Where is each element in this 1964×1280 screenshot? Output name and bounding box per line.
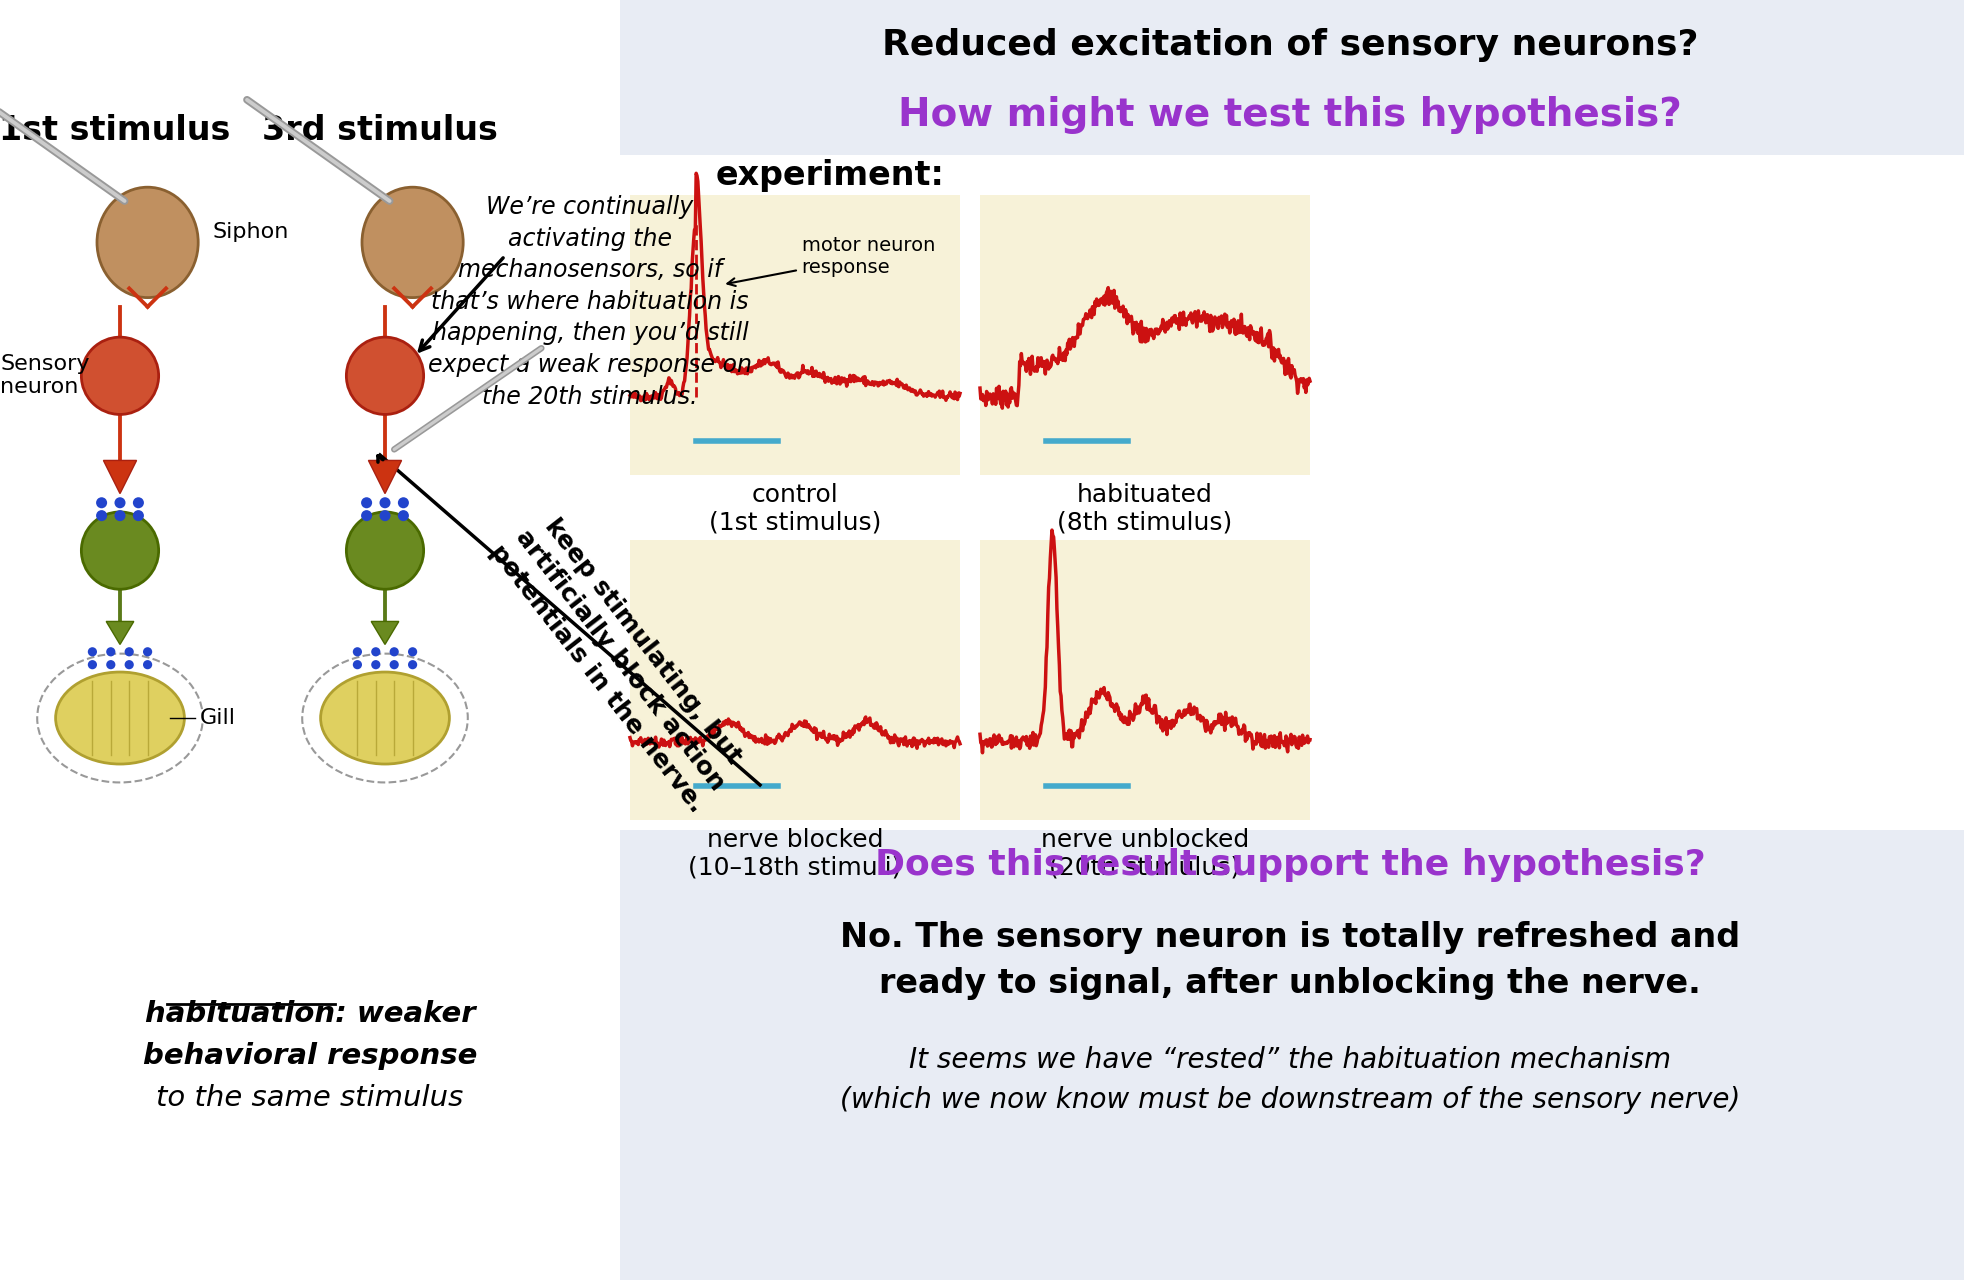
Text: behavioral response: behavioral response xyxy=(143,1042,477,1070)
Circle shape xyxy=(88,648,96,657)
Text: We’re continually
activating the
mechanosensors, so if
that’s where habituation : We’re continually activating the mechano… xyxy=(428,195,752,408)
Polygon shape xyxy=(371,622,399,644)
Text: to the same stimulus: to the same stimulus xyxy=(157,1084,464,1112)
Text: Sensory
neuron: Sensory neuron xyxy=(0,355,90,397)
Circle shape xyxy=(389,660,399,669)
Circle shape xyxy=(379,511,391,521)
Circle shape xyxy=(81,512,159,589)
Text: control
(1st stimulus): control (1st stimulus) xyxy=(709,483,882,535)
Circle shape xyxy=(106,660,116,669)
Bar xyxy=(621,829,1964,1280)
Circle shape xyxy=(114,511,126,521)
Circle shape xyxy=(134,511,143,521)
Circle shape xyxy=(361,497,371,508)
Text: Does this result support the hypothesis?: Does this result support the hypothesis? xyxy=(874,847,1705,882)
Polygon shape xyxy=(104,461,137,494)
Circle shape xyxy=(124,660,134,669)
Circle shape xyxy=(361,511,371,521)
Polygon shape xyxy=(369,461,401,494)
Circle shape xyxy=(346,337,424,415)
Text: It seems we have “rested” the habituation mechanism
(which we now know must be d: It seems we have “rested” the habituatio… xyxy=(841,1047,1740,1114)
Ellipse shape xyxy=(55,672,185,764)
Bar xyxy=(980,540,1310,820)
Ellipse shape xyxy=(96,187,198,298)
Circle shape xyxy=(346,512,424,589)
Text: experiment:: experiment: xyxy=(715,159,945,192)
Circle shape xyxy=(88,660,96,669)
Text: 3rd stimulus: 3rd stimulus xyxy=(261,114,499,146)
Text: nerve unblocked
(20th stimulus): nerve unblocked (20th stimulus) xyxy=(1041,828,1249,879)
Circle shape xyxy=(96,511,108,521)
Text: 1st stimulus: 1st stimulus xyxy=(0,114,230,146)
Circle shape xyxy=(143,648,151,657)
Bar xyxy=(621,0,1964,155)
Polygon shape xyxy=(106,622,134,644)
Circle shape xyxy=(354,648,361,657)
Ellipse shape xyxy=(361,187,464,298)
Bar xyxy=(630,540,960,820)
Bar xyxy=(630,195,960,475)
Text: habituated
(8th stimulus): habituated (8th stimulus) xyxy=(1057,483,1233,535)
Circle shape xyxy=(81,337,159,415)
Text: habituation: weaker: habituation: weaker xyxy=(145,1000,475,1028)
Circle shape xyxy=(124,648,134,657)
Circle shape xyxy=(409,660,416,669)
Circle shape xyxy=(371,648,381,657)
Ellipse shape xyxy=(320,672,450,764)
Text: Siphon: Siphon xyxy=(212,223,289,242)
Circle shape xyxy=(389,648,399,657)
Text: motor neuron
response: motor neuron response xyxy=(727,236,935,285)
Text: keep stimulating, but
artificially block action
potentials in the nerve.: keep stimulating, but artificially block… xyxy=(485,503,756,817)
Circle shape xyxy=(379,497,391,508)
Circle shape xyxy=(354,660,361,669)
Circle shape xyxy=(96,497,108,508)
Circle shape xyxy=(114,497,126,508)
Circle shape xyxy=(409,648,416,657)
Bar xyxy=(980,195,1310,475)
Circle shape xyxy=(134,497,143,508)
Text: Gill: Gill xyxy=(200,708,236,728)
Circle shape xyxy=(106,648,116,657)
Text: nerve blocked
(10–18th stimuli): nerve blocked (10–18th stimuli) xyxy=(687,828,901,879)
Text: Reduced excitation of sensory neurons?: Reduced excitation of sensory neurons? xyxy=(882,28,1699,61)
Circle shape xyxy=(399,511,409,521)
Circle shape xyxy=(143,660,151,669)
Text: No. The sensory neuron is totally refreshed and
ready to signal, after unblockin: No. The sensory neuron is totally refres… xyxy=(841,920,1740,1000)
Circle shape xyxy=(399,497,409,508)
Text: How might we test this hypothesis?: How might we test this hypothesis? xyxy=(898,96,1681,134)
Circle shape xyxy=(371,660,381,669)
